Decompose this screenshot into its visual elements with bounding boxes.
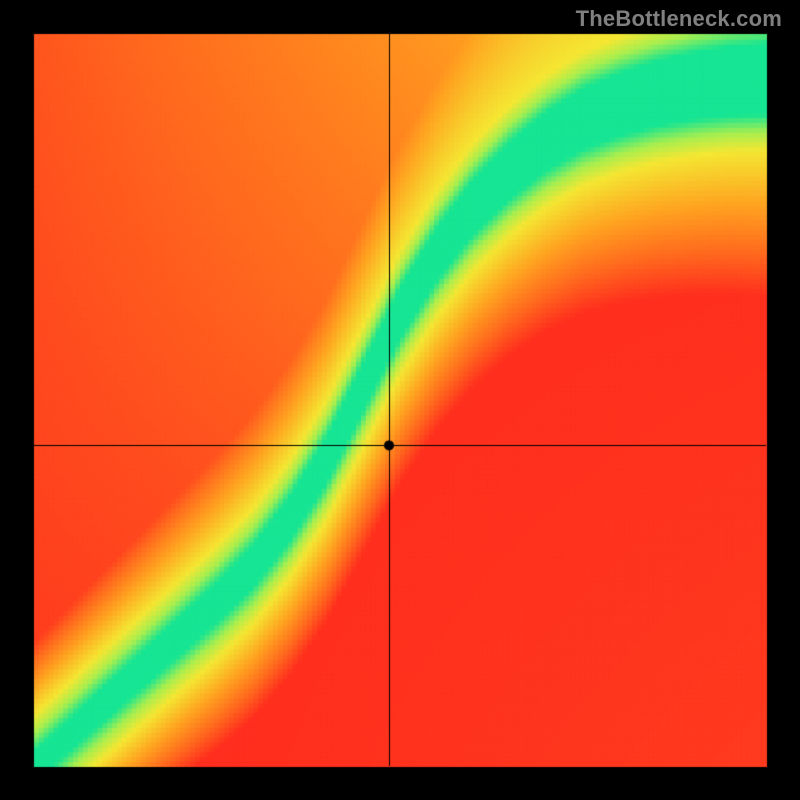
chart-container: TheBottleneck.com	[0, 0, 800, 800]
watermark-label: TheBottleneck.com	[576, 6, 782, 32]
bottleneck-heatmap	[0, 0, 800, 800]
